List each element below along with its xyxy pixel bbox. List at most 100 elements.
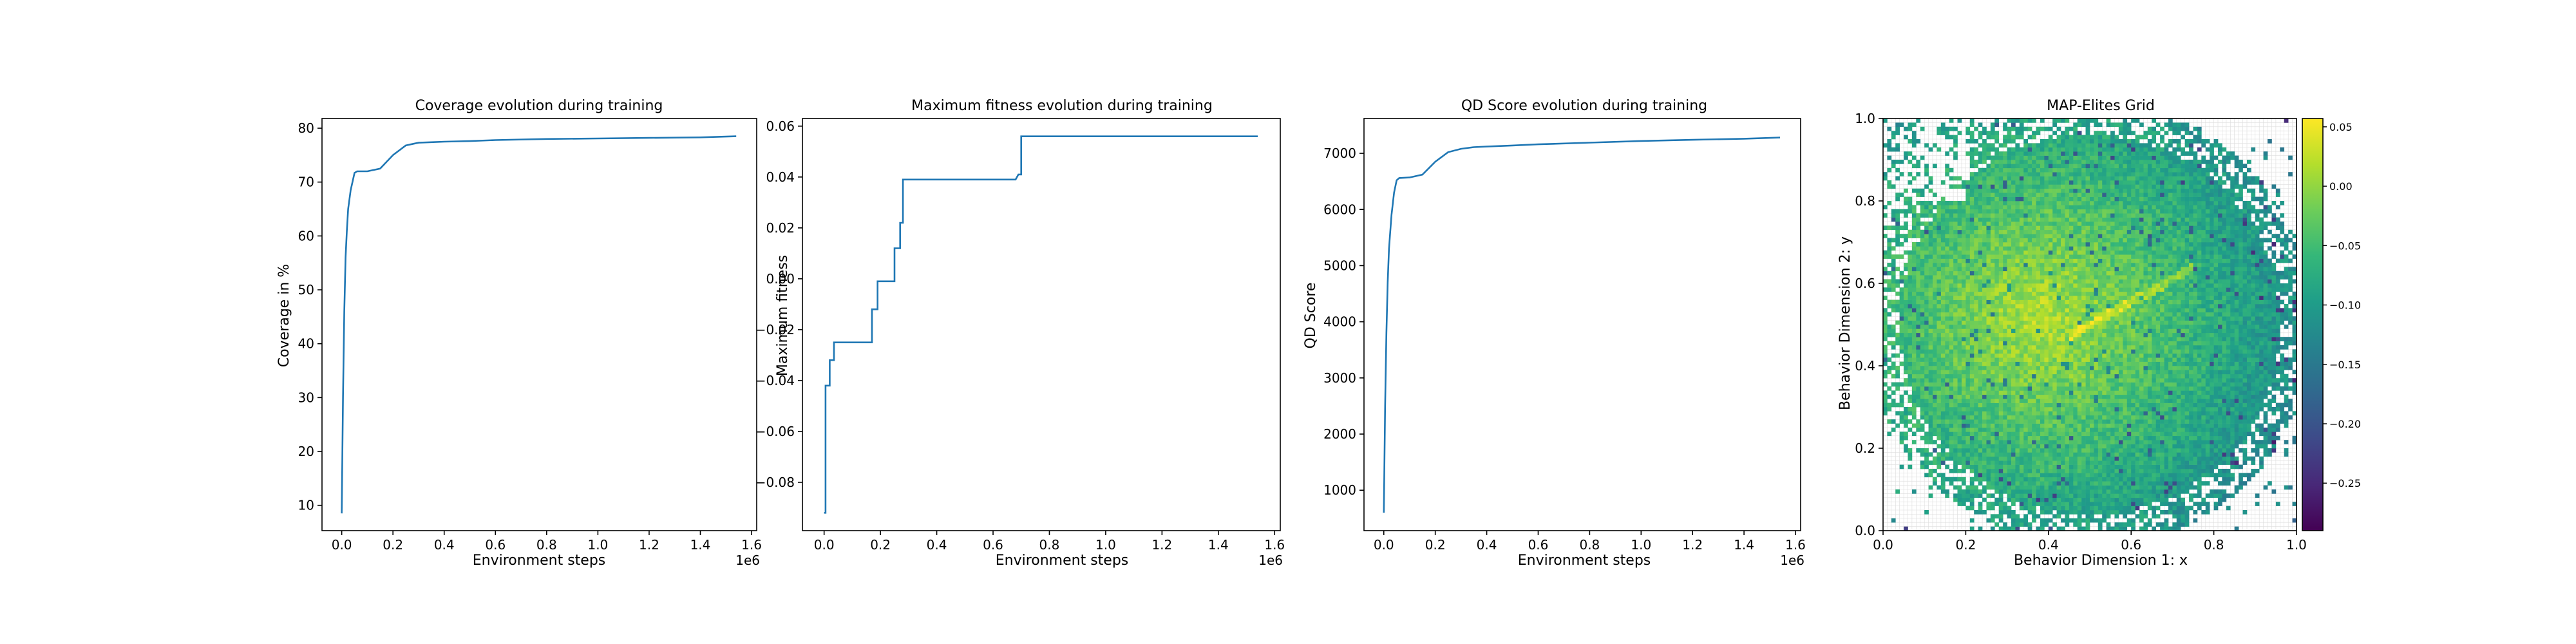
grid-cell [2061, 296, 2065, 300]
grid-cell [2048, 460, 2053, 465]
grid-cell [2056, 366, 2061, 370]
grid-cell [1994, 291, 2000, 296]
grid-cell [2110, 415, 2115, 420]
grid-cell [1957, 399, 1962, 403]
grid-cell [2090, 493, 2094, 498]
grid-cell [2015, 151, 2020, 156]
grid-cell [2081, 345, 2086, 350]
grid-cell [2019, 435, 2024, 440]
grid-cell [2098, 357, 2103, 362]
grid-cell [2015, 481, 2020, 486]
grid-cell [2056, 332, 2061, 337]
grid-cell [1940, 489, 1946, 494]
grid-cell [2027, 242, 2032, 247]
grid-cell [2114, 291, 2119, 296]
grid-cell [2077, 196, 2082, 202]
grid-cell [2065, 428, 2070, 432]
grid-cell [2011, 325, 2016, 329]
grid-cell [1887, 184, 1892, 189]
grid-cell [1920, 155, 1925, 160]
grid-cell [1986, 353, 1991, 358]
grid-cell [2048, 254, 2053, 259]
grid-cell [1904, 382, 1908, 387]
grid-cell [2061, 361, 2065, 366]
grid-cell [1949, 435, 1954, 440]
grid-cell [2077, 332, 2082, 337]
grid-cell [1978, 464, 1983, 469]
grid-cell [1924, 452, 1929, 457]
grid-cell [2098, 341, 2103, 346]
grid-cell [2065, 193, 2070, 197]
grid-cell [2085, 489, 2090, 494]
grid-cell [2040, 209, 2045, 214]
grid-cell [2011, 341, 2016, 346]
grid-cell [2011, 489, 2016, 494]
grid-cell [2036, 308, 2041, 313]
grid-cell [1998, 341, 2003, 346]
grid-cell [1933, 246, 1937, 251]
grid-cell [2118, 428, 2123, 432]
grid-cell [1940, 325, 1946, 329]
grid-cell [1974, 440, 1978, 444]
grid-cell [2015, 428, 2020, 432]
grid-cell [1937, 431, 1942, 437]
grid-cell [1961, 180, 1966, 185]
grid-cell [2015, 345, 2020, 350]
grid-cell [1937, 415, 1942, 420]
grid-cell [1887, 328, 1892, 334]
grid-cell [2056, 514, 2061, 519]
grid-cell [1974, 328, 1978, 334]
grid-cell [2077, 270, 2082, 276]
grid-cell [2052, 440, 2057, 444]
grid-cell [2019, 485, 2024, 490]
grid-cell [1965, 287, 1971, 292]
grid-cell [2052, 378, 2057, 383]
grid-cell [2106, 172, 2111, 176]
grid-cell [2123, 510, 2128, 515]
grid-cell [2106, 464, 2111, 469]
grid-cell [2019, 296, 2024, 300]
grid-cell [1940, 180, 1946, 185]
grid-cell [2102, 167, 2107, 173]
grid-cell [2106, 349, 2111, 354]
grid-cell [1994, 477, 2000, 482]
x-tick-label: 0.6 [485, 537, 506, 553]
grid-cell [2090, 172, 2094, 176]
grid-cell [2003, 287, 2007, 292]
grid-cell [1998, 477, 2003, 482]
grid-cell [2052, 481, 2057, 486]
grid-cell [2110, 299, 2115, 305]
grid-cell [2123, 147, 2128, 152]
grid-cell [1911, 349, 1917, 354]
grid-cell [2023, 407, 2028, 412]
grid-cell [1965, 151, 1971, 156]
grid-cell [2003, 464, 2007, 469]
grid-cell [2123, 423, 2128, 428]
grid-cell [2114, 184, 2119, 189]
grid-cell [2044, 172, 2049, 176]
grid-cell [2106, 522, 2111, 527]
grid-cell [1883, 325, 1888, 329]
grid-cell [2081, 258, 2086, 263]
grid-cell [2073, 489, 2078, 494]
grid-cell [2015, 518, 2020, 523]
grid-cell [2094, 386, 2099, 391]
grid-cell [2110, 386, 2115, 391]
grid-cell [1969, 407, 1975, 412]
grid-cell [2098, 139, 2103, 144]
grid-cell [2102, 431, 2107, 437]
grid-cell [1945, 341, 1950, 346]
grid-cell [2061, 308, 2065, 313]
grid-cell [2110, 353, 2115, 358]
grid-cell [2011, 366, 2016, 370]
grid-cell [2036, 320, 2041, 325]
grid-cell [2044, 176, 2049, 181]
grid-cell [2003, 522, 2007, 527]
grid-cell [1933, 164, 1937, 169]
grid-cell [1998, 399, 2003, 403]
grid-cell [1978, 122, 1983, 128]
grid-cell [2044, 353, 2049, 358]
grid-cell [2032, 435, 2036, 440]
grid-cell [1916, 341, 1921, 346]
grid-cell [1933, 279, 1937, 284]
